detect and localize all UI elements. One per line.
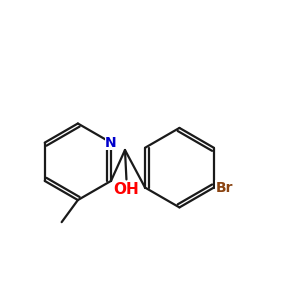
Text: N: N <box>105 136 117 150</box>
Text: Br: Br <box>215 181 233 194</box>
Text: OH: OH <box>114 182 139 197</box>
